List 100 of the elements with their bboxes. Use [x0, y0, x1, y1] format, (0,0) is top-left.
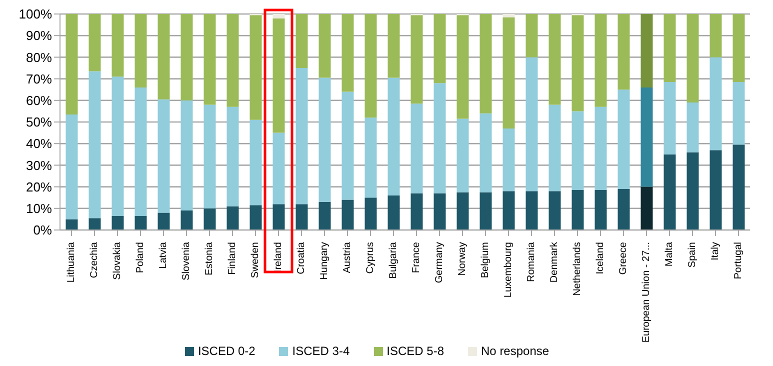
x-tick-label: Iceland — [595, 242, 606, 274]
x-tick-label: Luxembourg — [503, 242, 514, 298]
bar — [364, 118, 377, 198]
x-tick-label: Sweden — [250, 242, 261, 278]
bar — [158, 99, 170, 213]
bar — [502, 17, 515, 128]
bar — [112, 216, 124, 230]
bar — [732, 14, 745, 82]
y-tick-label: 10% — [26, 201, 52, 216]
x-tick-label: Netherlands — [572, 242, 583, 296]
bar — [272, 18, 285, 133]
bar — [686, 102, 699, 152]
x-tick-label: Slovakia — [112, 242, 123, 280]
bar — [388, 14, 400, 78]
bar — [318, 202, 331, 230]
bar — [342, 200, 354, 230]
x-tick-label: Estonia — [204, 242, 215, 276]
bar — [296, 14, 308, 68]
x-tick-label: Croatia — [296, 242, 307, 274]
x-tick-label: Slovenia — [181, 242, 192, 280]
bar — [548, 104, 561, 192]
bar — [66, 114, 78, 220]
bar — [686, 152, 699, 230]
y-tick-label: 100% — [18, 6, 52, 22]
x-tick-label: Denmark — [549, 241, 560, 283]
bar — [364, 14, 377, 118]
bar — [88, 71, 101, 218]
y-tick-label: 40% — [26, 136, 52, 152]
bar — [66, 14, 78, 114]
bar — [480, 113, 492, 192]
y-tick-label: 0% — [33, 222, 52, 238]
bar — [318, 14, 331, 78]
bar — [710, 150, 722, 230]
bar — [548, 191, 561, 230]
bar — [364, 198, 377, 230]
bar — [296, 68, 308, 204]
y-tick-label: 70% — [26, 71, 52, 86]
y-tick-label: 90% — [26, 28, 52, 44]
bar — [134, 216, 147, 230]
bar — [434, 193, 446, 230]
y-tick-label: 30% — [26, 158, 52, 173]
bar — [710, 14, 722, 58]
bar — [250, 120, 262, 206]
bar — [456, 15, 469, 119]
x-tick-label: Finland — [227, 242, 238, 275]
bar — [456, 192, 469, 230]
bar — [226, 14, 239, 107]
bar — [640, 186, 653, 230]
bar — [180, 14, 193, 100]
x-tick-label: Poland — [135, 242, 146, 274]
bar — [664, 14, 676, 82]
bar — [250, 15, 262, 120]
bar — [572, 190, 584, 230]
bar — [342, 92, 354, 200]
x-tick-label: Italy — [710, 242, 721, 260]
bar — [618, 14, 630, 90]
bar — [480, 192, 492, 230]
bar — [204, 14, 216, 105]
bar — [296, 204, 308, 230]
x-tick-label: Czechia — [89, 242, 100, 278]
bar — [594, 106, 607, 190]
bar — [226, 206, 239, 230]
legend-label: ISCED 5-8 — [386, 344, 444, 358]
bar — [342, 14, 354, 92]
bar — [388, 78, 400, 196]
x-tick-label: Norway — [457, 242, 468, 276]
bar — [88, 218, 101, 230]
x-tick-label: Germany — [434, 242, 445, 284]
bar — [204, 104, 216, 208]
bar — [410, 193, 423, 230]
bar — [572, 15, 584, 112]
bar — [594, 190, 607, 230]
bar — [664, 154, 676, 230]
bar — [502, 14, 515, 18]
bar — [640, 14, 653, 88]
bar — [410, 104, 423, 194]
x-tick-label: Portugal — [733, 242, 744, 280]
legend-label: ISCED 0-2 — [198, 344, 256, 358]
bar — [272, 204, 285, 230]
bar — [618, 188, 630, 230]
x-tick-label: France — [411, 242, 422, 274]
bar — [502, 128, 515, 192]
bar — [480, 14, 492, 114]
bar — [710, 57, 722, 150]
x-tick-label: Austria — [342, 242, 353, 274]
bar — [272, 14, 285, 18]
bar — [272, 132, 285, 204]
bar — [526, 191, 538, 230]
bar — [502, 191, 515, 230]
bar — [134, 14, 147, 88]
bar — [226, 106, 239, 206]
bar — [112, 14, 124, 77]
y-tick-label: 50% — [26, 114, 52, 130]
bar — [180, 210, 193, 230]
legend-label: No response — [481, 344, 550, 358]
y-tick-label: 80% — [26, 50, 52, 65]
bar — [732, 144, 745, 230]
bar — [410, 15, 423, 104]
bar — [640, 87, 653, 187]
x-tick-label: Malta — [664, 242, 675, 266]
